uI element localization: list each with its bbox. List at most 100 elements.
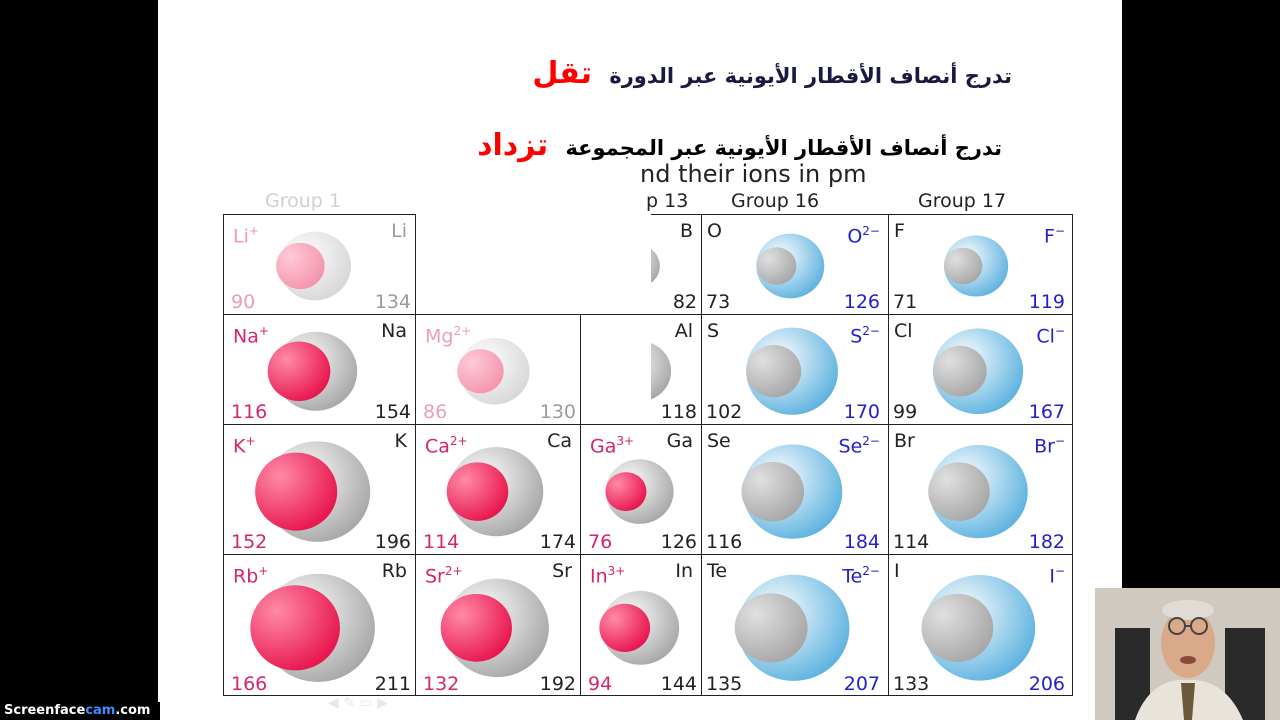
atom-symbol: K bbox=[394, 430, 407, 452]
inner-sphere bbox=[267, 341, 331, 401]
table-row-line bbox=[223, 314, 1073, 315]
ion-charge: + bbox=[258, 324, 269, 338]
table-col-line bbox=[888, 214, 889, 696]
watermark-text-3: .com bbox=[115, 703, 151, 718]
ion-symbol-text: Br bbox=[1034, 435, 1055, 458]
slide-subtitle: nd their ions in pm bbox=[640, 160, 867, 188]
inner-sphere bbox=[944, 247, 983, 285]
ion-radius-value: 206 bbox=[1028, 673, 1065, 695]
ion-symbol: S2− bbox=[850, 321, 880, 346]
atom-symbol: Ca bbox=[547, 430, 572, 452]
ion-radius-value: 207 bbox=[843, 673, 880, 695]
radius-sphere-icon bbox=[921, 575, 1036, 681]
table-col-line bbox=[701, 214, 702, 696]
radius-sphere-icon bbox=[255, 441, 371, 542]
table-col-line bbox=[415, 214, 416, 696]
atom-radius-value: 144 bbox=[660, 673, 697, 695]
ion-radius-value: 182 bbox=[1028, 531, 1065, 553]
atom-radius-value: 192 bbox=[539, 673, 576, 695]
ion-charge: 2+ bbox=[449, 434, 468, 448]
table-col-line bbox=[1072, 214, 1073, 696]
atom-symbol: Sr bbox=[552, 560, 572, 582]
atom-symbol: O bbox=[707, 220, 722, 242]
ion-charge: + bbox=[258, 564, 269, 578]
ion-charge: 2− bbox=[862, 434, 880, 448]
inner-sphere bbox=[446, 462, 509, 521]
ion-symbol-text: Rb bbox=[233, 565, 259, 588]
atom-symbol: B bbox=[679, 220, 693, 242]
ion-charge: − bbox=[1054, 324, 1065, 338]
ion-symbol-text: Se bbox=[838, 435, 863, 458]
atom-symbol: In bbox=[675, 560, 693, 582]
ion-radius-value: 90 bbox=[231, 291, 256, 313]
inner-sphere bbox=[741, 461, 805, 522]
atom-symbol: Li bbox=[391, 220, 407, 242]
atom-radius-value: 116 bbox=[706, 531, 743, 553]
inner-sphere bbox=[250, 585, 340, 671]
ion-symbol: Te2− bbox=[842, 561, 880, 586]
inner-sphere bbox=[756, 247, 797, 285]
watermark-text-2: cam bbox=[85, 703, 116, 718]
ion-radius-value: 114 bbox=[423, 531, 460, 553]
atom-radius-value: 99 bbox=[893, 401, 918, 423]
inner-sphere bbox=[928, 462, 990, 521]
radius-sphere-icon bbox=[741, 444, 843, 539]
element-cell-sr: Sr2+ Sr 132 192 bbox=[415, 554, 580, 696]
atom-radius-value: 133 bbox=[893, 673, 930, 695]
table-col-line bbox=[580, 214, 581, 696]
ion-symbol: K+ bbox=[233, 431, 256, 456]
element-cell-te: Te2− Te 135 207 bbox=[701, 554, 888, 696]
ion-symbol: Na+ bbox=[233, 321, 269, 346]
table-row-line bbox=[223, 424, 1073, 425]
inner-sphere bbox=[255, 452, 338, 531]
table-row-line bbox=[223, 695, 1073, 696]
title-period-highlight: تقل bbox=[532, 56, 592, 91]
radius-sphere-icon bbox=[605, 459, 674, 524]
ion-charge: 2− bbox=[862, 564, 880, 578]
atom-radius-value: 73 bbox=[706, 291, 731, 313]
ion-radius-value: 152 bbox=[231, 531, 268, 553]
radius-sphere-icon bbox=[943, 235, 1009, 297]
table-row-line bbox=[223, 554, 1073, 555]
ion-symbol: Ca2+ bbox=[425, 431, 468, 456]
atom-symbol: S bbox=[707, 320, 720, 342]
ion-symbol-text: In bbox=[590, 565, 608, 588]
ion-charge: 3+ bbox=[616, 434, 635, 448]
slide-title-group: تدرج أنصاف الأقطار الأيونية عبر المجموعة… bbox=[477, 128, 1002, 163]
element-cell-f: F− F 71 119 bbox=[888, 214, 1073, 314]
element-cell-na: Na+ Na 116 154 bbox=[223, 314, 415, 424]
ion-charge: 2+ bbox=[444, 564, 463, 578]
element-cell-ga: Ga3+ Ga 76 126 bbox=[580, 424, 701, 554]
ion-radius-value: 167 bbox=[1028, 401, 1065, 423]
slideshow-toolbar[interactable]: ◀ ✎ ▭ ▶ bbox=[328, 695, 388, 711]
atom-symbol: F bbox=[894, 220, 905, 242]
radius-sphere-icon bbox=[267, 331, 358, 411]
ion-symbol: Rb+ bbox=[233, 561, 268, 586]
inner-sphere bbox=[734, 593, 808, 663]
element-cell-cl: Cl− Cl 99 167 bbox=[888, 314, 1073, 424]
group-label-17: Group 17 bbox=[918, 190, 1007, 212]
inner-sphere bbox=[605, 472, 647, 512]
inner-sphere bbox=[746, 345, 802, 398]
atom-radius-value: 135 bbox=[706, 673, 743, 695]
presenter-figure bbox=[1095, 588, 1280, 720]
ion-symbol-text: Ca bbox=[425, 435, 450, 458]
ion-charge: − bbox=[1054, 564, 1065, 578]
ion-symbol-text: Na bbox=[233, 325, 259, 348]
atom-symbol: Te bbox=[707, 560, 728, 582]
ion-symbol-text: Ga bbox=[590, 435, 617, 458]
inner-sphere bbox=[933, 345, 987, 397]
atom-radius-value: 154 bbox=[374, 401, 411, 423]
fade-mask bbox=[416, 315, 580, 423]
ion-symbol-text: O bbox=[847, 225, 863, 248]
ion-symbol-text: Te bbox=[842, 565, 863, 588]
atom-symbol: Rb bbox=[381, 560, 407, 582]
ion-symbol-text: F bbox=[1044, 225, 1055, 248]
title-group-highlight: تزداد bbox=[477, 128, 549, 163]
element-cell-in: In3+ In 94 144 bbox=[580, 554, 701, 696]
ion-symbol-text: I bbox=[1049, 565, 1055, 588]
ion-radius-value: 116 bbox=[231, 401, 268, 423]
ion-symbol: Ga3+ bbox=[590, 431, 634, 456]
reveal-mask bbox=[416, 214, 651, 314]
ion-symbol-text: Sr bbox=[425, 565, 445, 588]
